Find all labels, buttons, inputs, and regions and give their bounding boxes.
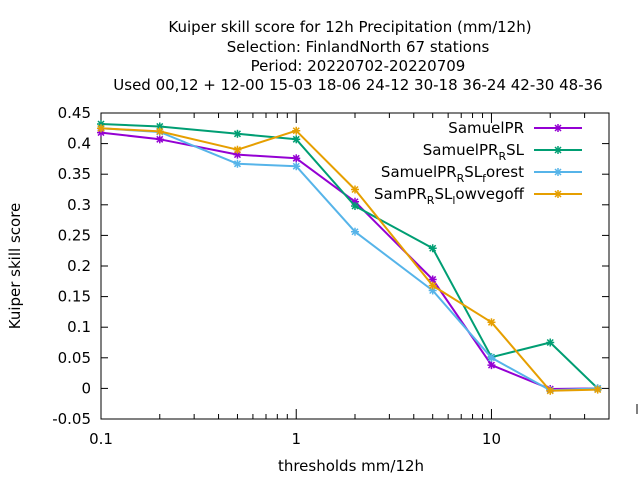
y-tick-label: 0.35	[58, 165, 91, 183]
legend-label: SamuelPRRSLforest	[381, 163, 524, 185]
x-axis: 0.1 1 10	[89, 113, 638, 448]
y-tick-label: 0.05	[58, 349, 91, 367]
series-samuelpr	[97, 128, 602, 394]
y-axis-label: Kuiper skill score	[6, 203, 24, 330]
y-tick-label: -0.05	[52, 410, 91, 428]
title-line-3: Period: 20220702-20220709	[251, 57, 466, 75]
legend-label: SamPRRSLlowvegoff	[374, 185, 525, 207]
legend: SamuelPR SamuelPRRSLSamuelPRRSLforestSamP…	[374, 119, 582, 207]
title-line-4: Used 00,12 + 12-00 15-03 18-06 24-12 30-…	[113, 76, 602, 94]
legend-label: SamuelPRRSL	[423, 141, 525, 163]
legend-label: SamuelPR	[448, 119, 524, 137]
y-tick-label: 0.3	[67, 196, 91, 214]
legend-item: SamuelPR	[448, 119, 582, 137]
x-axis-label: thresholds mm/12h	[278, 457, 424, 475]
legend-item: SamPRRSLlowvegoff	[374, 185, 582, 207]
y-tick-label: 0.45	[58, 104, 91, 122]
chart-title: Kuiper skill score for 12h Precipitation…	[113, 18, 602, 94]
x-tick-label: 1	[291, 430, 301, 448]
legend-item: SamuelPRRSL	[423, 141, 582, 163]
y-tick-label: 0	[81, 379, 91, 397]
x-tick-label: 0.1	[89, 430, 113, 448]
y-axis: -0.05 0 0.05 0.1 0.15 0.2 0.25 0.3 0.35 0.4 0.45	[52, 104, 609, 428]
series-samuelpr-rsl-forest	[97, 124, 602, 395]
series-samuelpr-rsl	[97, 120, 602, 393]
x-tick-label: 10	[482, 430, 501, 448]
series-layer	[97, 120, 602, 395]
legend-item: SamuelPRRSLforest	[381, 163, 582, 185]
plot-frame	[100, 112, 610, 420]
y-tick-label: 0.1	[67, 318, 91, 336]
y-tick-label: 0.2	[67, 257, 91, 275]
title-line-2: Selection: FinlandNorth 67 stations	[227, 38, 490, 56]
title-line-1: Kuiper skill score for 12h Precipitation…	[168, 18, 531, 36]
y-tick-label: 0.15	[58, 288, 91, 306]
y-tick-label: 0.25	[58, 226, 91, 244]
series-sampr-rsl-lowvegoff	[97, 124, 602, 395]
y-tick-label: 0.4	[67, 135, 91, 153]
